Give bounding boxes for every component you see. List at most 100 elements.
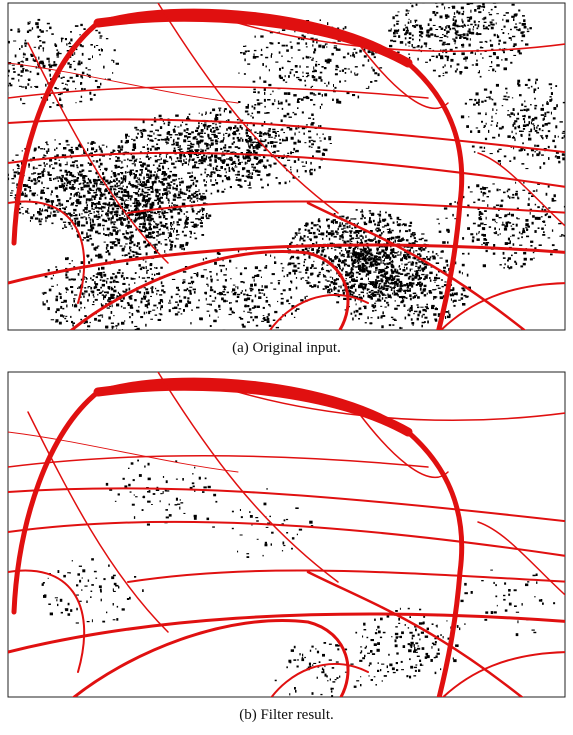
speck xyxy=(160,126,162,129)
speck xyxy=(479,218,482,220)
speck xyxy=(43,65,46,68)
speck xyxy=(128,200,129,201)
speck xyxy=(246,132,249,135)
speck xyxy=(496,222,497,223)
speck xyxy=(147,194,150,196)
speck xyxy=(104,242,106,243)
speck xyxy=(201,136,204,137)
speck xyxy=(293,112,295,113)
speck xyxy=(567,142,570,144)
speck xyxy=(389,259,391,260)
speck xyxy=(114,191,115,194)
speck xyxy=(395,300,396,301)
speck xyxy=(11,190,14,191)
speck xyxy=(189,150,191,152)
speck xyxy=(206,155,207,158)
speck xyxy=(51,200,54,202)
speck xyxy=(86,200,87,201)
speck xyxy=(133,139,135,141)
speck xyxy=(69,214,71,216)
speck xyxy=(352,255,353,258)
speck xyxy=(147,154,148,156)
speck xyxy=(455,43,456,45)
speck xyxy=(371,317,373,318)
speck xyxy=(5,56,6,57)
speck xyxy=(250,176,253,179)
speck xyxy=(402,269,405,272)
speck xyxy=(47,199,50,201)
speck xyxy=(162,171,165,173)
speck xyxy=(509,212,510,215)
speck xyxy=(366,275,367,277)
speck xyxy=(152,146,155,148)
speck xyxy=(512,228,515,230)
speck xyxy=(485,113,486,114)
speck xyxy=(308,131,311,133)
speck xyxy=(516,262,518,265)
speck xyxy=(379,295,381,298)
speck xyxy=(481,191,482,193)
speck xyxy=(489,226,491,228)
speck xyxy=(313,94,316,95)
speck xyxy=(22,69,24,71)
speck xyxy=(305,272,307,274)
speck xyxy=(410,298,412,301)
speck xyxy=(248,187,251,188)
speck xyxy=(522,231,525,233)
speck xyxy=(110,186,113,188)
speck xyxy=(44,162,46,164)
speck xyxy=(33,58,34,61)
speck xyxy=(186,216,187,218)
speck xyxy=(561,234,564,235)
speck xyxy=(73,212,75,214)
speck xyxy=(255,145,257,147)
speck xyxy=(341,262,344,264)
speck xyxy=(529,134,531,137)
speck xyxy=(524,149,526,151)
speck xyxy=(320,72,323,74)
speck xyxy=(488,25,491,27)
speck xyxy=(132,157,133,159)
speck xyxy=(186,211,188,212)
speck xyxy=(144,130,146,132)
speck xyxy=(92,55,93,58)
speck xyxy=(146,236,148,238)
speck xyxy=(166,138,169,140)
speck xyxy=(97,86,100,88)
speck xyxy=(235,146,238,148)
speck xyxy=(229,111,232,114)
speck xyxy=(263,133,264,136)
speck xyxy=(195,191,198,192)
speck xyxy=(438,75,440,77)
speck xyxy=(76,49,77,50)
speck xyxy=(94,198,96,201)
speck xyxy=(78,61,80,63)
speck xyxy=(534,98,536,100)
speck xyxy=(324,137,326,139)
speck xyxy=(476,184,479,187)
speck xyxy=(478,24,480,27)
speck xyxy=(326,286,329,288)
speck xyxy=(365,265,366,267)
speck xyxy=(391,271,394,274)
speck xyxy=(406,30,409,32)
speck xyxy=(240,125,242,128)
speck xyxy=(120,149,123,151)
speck xyxy=(83,225,86,226)
speck xyxy=(359,50,362,53)
speck xyxy=(57,211,60,212)
speck xyxy=(565,152,568,154)
speck xyxy=(523,128,525,130)
speck xyxy=(447,36,449,37)
speck xyxy=(189,190,191,192)
speck xyxy=(157,197,159,200)
speck xyxy=(412,278,413,281)
speck xyxy=(110,241,113,243)
speck xyxy=(77,224,80,227)
speck xyxy=(362,209,363,211)
speck xyxy=(114,221,116,222)
speck xyxy=(62,185,65,187)
speck xyxy=(440,258,443,259)
speck xyxy=(78,221,81,223)
speck xyxy=(156,176,159,177)
